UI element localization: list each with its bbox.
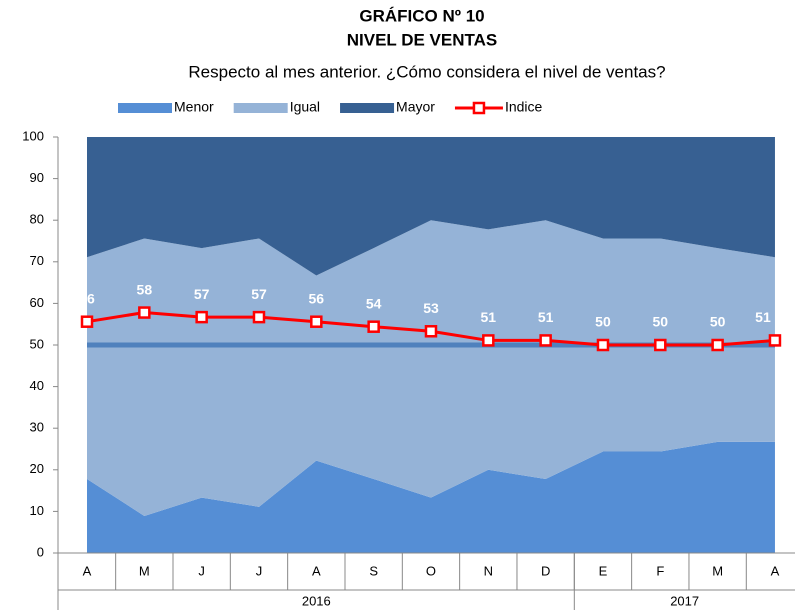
y-tick-label: 100 [22,128,44,143]
y-tick-label: 90 [30,170,44,185]
marker [138,306,151,319]
area [87,441,775,553]
y-tick-label: 60 [30,295,44,310]
chart-subtitle: NIVEL DE VENTAS [347,30,498,49]
data-label: 51 [538,309,554,325]
y-tick-label: 70 [30,253,44,268]
y-tick-label: 30 [30,420,44,435]
data-label: 51 [755,309,771,325]
area [87,137,775,276]
marker [482,334,495,347]
marker [654,338,667,352]
data-label: 58 [137,281,153,297]
data-label: 56 [79,290,95,306]
y-tick-label: 40 [30,378,44,393]
x-group-label: 2017 [670,593,699,608]
chart-title: GRÁFICO Nº 10 [359,6,484,25]
x-tick-label: M [139,563,150,578]
x-tick-label: F [656,563,664,578]
data-label: 53 [423,300,439,316]
legend-label: Indice [505,99,543,115]
data-label: 54 [366,295,382,311]
area [87,220,775,516]
legend-marker [472,101,486,115]
data-label: 57 [251,286,267,302]
y-tick-label: 10 [30,503,44,518]
marker [367,320,380,333]
marker [596,338,610,352]
x-group-label: 2016 [302,593,331,608]
marker [539,334,552,347]
marker [310,315,323,328]
marker [768,334,782,347]
x-tick-label: D [541,563,550,578]
x-tick-label: A [312,563,321,578]
legend-label: Menor [174,99,214,115]
data-label: 51 [481,309,497,325]
y-tick-label: 80 [30,212,44,227]
data-label: 50 [595,314,611,330]
legend-swatch [233,103,288,113]
x-tick-label: O [426,563,436,578]
x-tick-label: N [484,563,493,578]
marker [80,315,94,328]
data-label: 57 [194,286,210,302]
chart-description: Respecto al mes anterior. ¿Cómo consider… [188,62,665,81]
x-tick-label: A [771,563,780,578]
y-tick-label: 20 [30,461,44,476]
y-tick-label: 0 [37,544,44,559]
data-label: 50 [653,314,669,330]
legend-label: Igual [290,99,320,115]
marker [252,310,266,324]
legend-label: Mayor [396,99,435,115]
marker [195,310,208,324]
data-label: 50 [710,314,726,330]
legend-swatch [118,103,172,113]
marker [711,338,724,352]
marker [424,325,438,338]
x-tick-label: J [198,563,205,578]
data-label: 56 [309,290,325,306]
x-tick-label: J [256,563,263,578]
x-tick-label: E [599,563,608,578]
legend-swatch [340,103,395,113]
x-tick-label: M [712,563,723,578]
x-tick-label: A [83,563,92,578]
y-tick-label: 50 [30,336,44,351]
x-tick-label: S [369,563,378,578]
